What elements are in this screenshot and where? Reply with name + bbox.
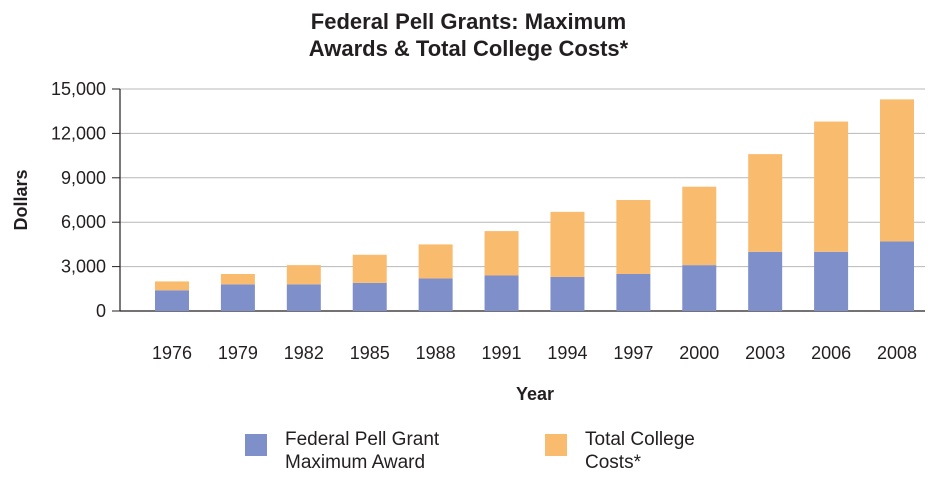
legend-swatch-college-costs <box>545 434 567 456</box>
bar-college-costs-2006 <box>814 121 849 252</box>
chart-title: Federal Pell Grants: Maximum Awards & To… <box>0 8 937 62</box>
bar-college-costs-2008 <box>880 99 914 242</box>
bar-college-costs-1976 <box>155 281 189 291</box>
bar-pell-grant-2006 <box>814 251 849 311</box>
x-axis-ticks: 1976 1979 1982 1985 1988 1991 1994 1997 2000 2003… <box>152 343 917 363</box>
bar-pell-grant-1979 <box>220 284 255 311</box>
x-tick-label: 1991 <box>482 343 522 363</box>
bar-college-costs-1997 <box>616 200 651 274</box>
x-tick-label: 1994 <box>547 343 587 363</box>
x-tick-label: 2000 <box>679 343 719 363</box>
bar-pell-grant-1976 <box>155 290 189 311</box>
x-tick-label: 1985 <box>350 343 390 363</box>
x-tick-label: 1979 <box>218 343 258 363</box>
x-tick-label: 1982 <box>284 343 324 363</box>
y-axis-label: Dollars <box>11 169 31 230</box>
y-tick-label: 3,000 <box>61 257 106 277</box>
bar-pell-grant-1982 <box>286 284 321 311</box>
bar-college-costs-1979 <box>220 274 255 285</box>
y-tick-label: 12,000 <box>51 123 106 143</box>
bar-college-costs-1991 <box>484 231 519 276</box>
x-tick-label: 2003 <box>745 343 785 363</box>
bar-pell-grant-1991 <box>484 275 519 311</box>
bar-college-costs-2003 <box>748 154 783 252</box>
x-tick-label: 2006 <box>811 343 851 363</box>
bar-pell-grant-1994 <box>550 276 585 311</box>
y-tick-label: 15,000 <box>51 79 106 99</box>
legend-label-college-costs-line-2: Costs* <box>585 452 641 473</box>
x-tick-label: 1988 <box>416 343 456 363</box>
legend-label-pell-grant-line-2: Maximum Award <box>285 452 426 473</box>
chart-title-line-1: Federal Pell Grants: Maximum <box>310 9 627 34</box>
x-axis-label: Year <box>516 384 554 404</box>
bar-pell-grant-1988 <box>418 278 453 311</box>
legend-label-pell-grant: Federal Pell Grant Maximum Award <box>285 428 485 474</box>
y-tick-label: 6,000 <box>61 212 106 232</box>
bar-college-costs-2000 <box>682 186 717 266</box>
chart-title-line-2: Awards & Total College Costs* <box>308 36 629 61</box>
bar-pell-grant-1985 <box>352 282 387 311</box>
legend-label-college-costs: Total College Costs* <box>585 428 785 474</box>
bar-pell-grant-2008 <box>880 241 914 311</box>
bar-college-costs-1982 <box>286 265 321 285</box>
bar-pell-grant-1997 <box>616 274 651 311</box>
bar-college-costs-1994 <box>550 211 585 277</box>
x-tick-label: 1976 <box>152 343 192 363</box>
legend-swatch-pell-grant <box>245 434 267 456</box>
y-tick-label: 0 <box>96 301 106 321</box>
legend-item-college-costs: Total College Costs* <box>545 428 785 474</box>
x-tick-label: 2008 <box>877 343 917 363</box>
bar-pell-grant-2003 <box>748 251 783 311</box>
legend: Federal Pell Grant Maximum Award Total C… <box>0 428 937 478</box>
bar-pell-grant-2000 <box>682 265 717 311</box>
legend-item-pell-grant: Federal Pell Grant Maximum Award <box>245 428 485 474</box>
bars <box>155 99 914 311</box>
legend-label-college-costs-line-1: Total College <box>585 429 695 450</box>
y-tick-label: 9,000 <box>61 168 106 188</box>
bar-college-costs-1985 <box>352 254 387 283</box>
y-axis-ticks: 0 3,000 6,000 9,000 12,000 15,000 <box>51 79 106 321</box>
x-tick-label: 1997 <box>613 343 653 363</box>
bar-chart: 0 3,000 6,000 9,000 12,000 15,000 1976 1979 198… <box>11 79 925 404</box>
legend-label-pell-grant-line-1: Federal Pell Grant <box>285 429 440 450</box>
bar-college-costs-1988 <box>418 244 453 279</box>
